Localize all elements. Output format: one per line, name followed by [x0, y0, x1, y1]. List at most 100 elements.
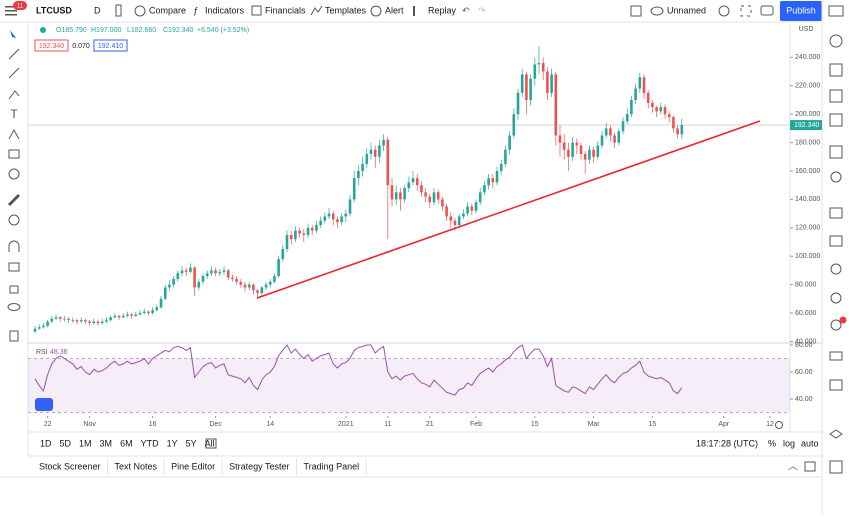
lock-draw-tool[interactable] — [8, 262, 20, 272]
menu-icon[interactable] — [5, 6, 17, 8]
calendar-icon[interactable] — [829, 113, 843, 127]
x-tick-label: 12 — [766, 421, 774, 428]
toolbar-button[interactable]: Financials — [265, 5, 306, 15]
range-button[interactable]: 6M — [120, 438, 133, 448]
hotlist-icon[interactable] — [829, 89, 843, 103]
range-button[interactable]: All — [205, 438, 215, 448]
range-button[interactable]: 1M — [79, 438, 92, 448]
candle-body — [163, 287, 167, 299]
panel-tab[interactable]: Trading Panel — [303, 461, 359, 471]
candle-body — [659, 107, 663, 112]
candle-body — [604, 128, 608, 136]
watchlist-icon[interactable] — [828, 5, 844, 17]
snapshot-icon[interactable] — [760, 5, 774, 16]
rsi-legend: RSI 48.36 — [36, 349, 68, 356]
ruler-tool[interactable] — [7, 193, 21, 207]
text-tool[interactable]: T — [10, 107, 18, 121]
delete-tool[interactable] — [9, 330, 19, 342]
top-toolbar: 11 LTCUSD D Compare ƒ Indicators Financi… — [0, 1, 822, 23]
fullscreen-icon[interactable] — [740, 5, 752, 17]
bottom-bar: 18:17:28 (UTC) ︿ 1D 5D 1M 3M 6M YTD 1Y 5Y All% lo… — [0, 421, 822, 478]
settings-icon[interactable] — [775, 421, 783, 429]
lock-tool[interactable] — [9, 285, 19, 294]
candle-body — [655, 107, 658, 112]
toolbar-button[interactable]: Templates — [325, 5, 367, 15]
candle-body — [348, 199, 352, 214]
panel-tab[interactable]: Strategy Tester — [229, 461, 289, 471]
bid-box[interactable] — [34, 39, 69, 52]
candle-body — [474, 202, 478, 211]
zoom-tool[interactable] — [8, 214, 20, 226]
forecast-tool[interactable] — [8, 149, 20, 159]
y-tick-label: 100.000 — [795, 253, 820, 260]
layout-name[interactable]: Unnamed — [667, 5, 706, 15]
signal-icon[interactable] — [830, 292, 842, 304]
range-button[interactable]: 1Y — [167, 438, 178, 448]
left-toolbar: T — [7, 22, 29, 456]
panel-tab[interactable]: Text Notes — [115, 461, 158, 471]
toolbar-button[interactable]: Indicators — [205, 5, 245, 15]
candle-body — [96, 321, 100, 323]
range-button[interactable]: 5Y — [186, 438, 197, 448]
notifications-icon[interactable] — [830, 263, 842, 275]
layers-icon[interactable] — [829, 429, 843, 439]
order-panel-icon[interactable] — [829, 379, 843, 391]
candle-body — [470, 206, 474, 211]
range-button[interactable]: YTD — [141, 438, 160, 448]
magnet-tool[interactable] — [8, 240, 20, 252]
maximize-icon[interactable] — [804, 461, 816, 472]
alerts-icon[interactable] — [830, 319, 842, 331]
toolbar-button[interactable]: Compare — [149, 5, 186, 15]
brush-tool[interactable] — [8, 90, 20, 100]
hide-tool[interactable] — [7, 303, 21, 311]
redo[interactable]: ↷ — [478, 5, 486, 15]
range-button[interactable]: 5D — [60, 438, 72, 448]
dom-icon[interactable] — [829, 351, 843, 361]
candle-body — [235, 278, 238, 282]
candle-body — [210, 270, 213, 274]
panel-tab[interactable]: Pine Editor — [171, 461, 215, 471]
ask-box[interactable] — [93, 39, 128, 52]
settings-icon[interactable] — [718, 5, 730, 17]
alerts-icon[interactable] — [829, 34, 843, 48]
help-icon[interactable] — [829, 460, 843, 474]
tv-logo[interactable] — [35, 398, 53, 411]
interval[interactable]: D — [94, 5, 101, 15]
chats-icon[interactable] — [829, 235, 843, 247]
y-tick-label: 80.000 — [795, 281, 817, 288]
ideas-icon[interactable] — [830, 171, 842, 183]
candle-body — [634, 88, 637, 100]
candle-body — [592, 149, 595, 157]
scale-button[interactable]: % — [768, 438, 776, 448]
symbol[interactable]: LTCUSD — [36, 5, 72, 15]
scale-button[interactable]: log — [783, 438, 795, 448]
candle-body — [50, 318, 54, 322]
candle-body — [92, 321, 96, 323]
scale-button[interactable]: auto — [801, 438, 819, 448]
chart-type-icon[interactable] — [115, 4, 122, 17]
panel-tab[interactable]: Stock Screener — [39, 461, 101, 471]
goto-date-icon[interactable] — [205, 438, 217, 449]
fib-tool[interactable] — [8, 67, 20, 79]
publish-button[interactable] — [780, 1, 822, 21]
pattern-tool[interactable] — [8, 128, 20, 140]
undo[interactable]: ↶ — [462, 5, 470, 15]
x-tick-label: Dec — [209, 421, 222, 428]
data-window-icon[interactable] — [829, 63, 843, 77]
toolbar-button[interactable]: Replay — [428, 5, 457, 15]
range-button[interactable]: 3M — [100, 438, 113, 448]
range-button[interactable]: 1D — [40, 438, 52, 448]
streams-icon[interactable] — [829, 207, 843, 219]
layout-icon[interactable] — [630, 5, 642, 17]
candle-body — [483, 185, 486, 193]
collapse-icon[interactable]: ︿ — [788, 462, 798, 473]
cloud-icon — [650, 6, 664, 16]
trendline-tool[interactable] — [8, 48, 20, 60]
toolbar-button[interactable]: Alert — [385, 5, 404, 15]
candle-body — [84, 320, 87, 322]
icon-tool[interactable] — [8, 168, 20, 180]
news-icon[interactable] — [829, 145, 843, 159]
cursor-tool[interactable] — [10, 30, 16, 38]
candle-body — [571, 142, 574, 157]
trend-line[interactable] — [256, 120, 761, 299]
